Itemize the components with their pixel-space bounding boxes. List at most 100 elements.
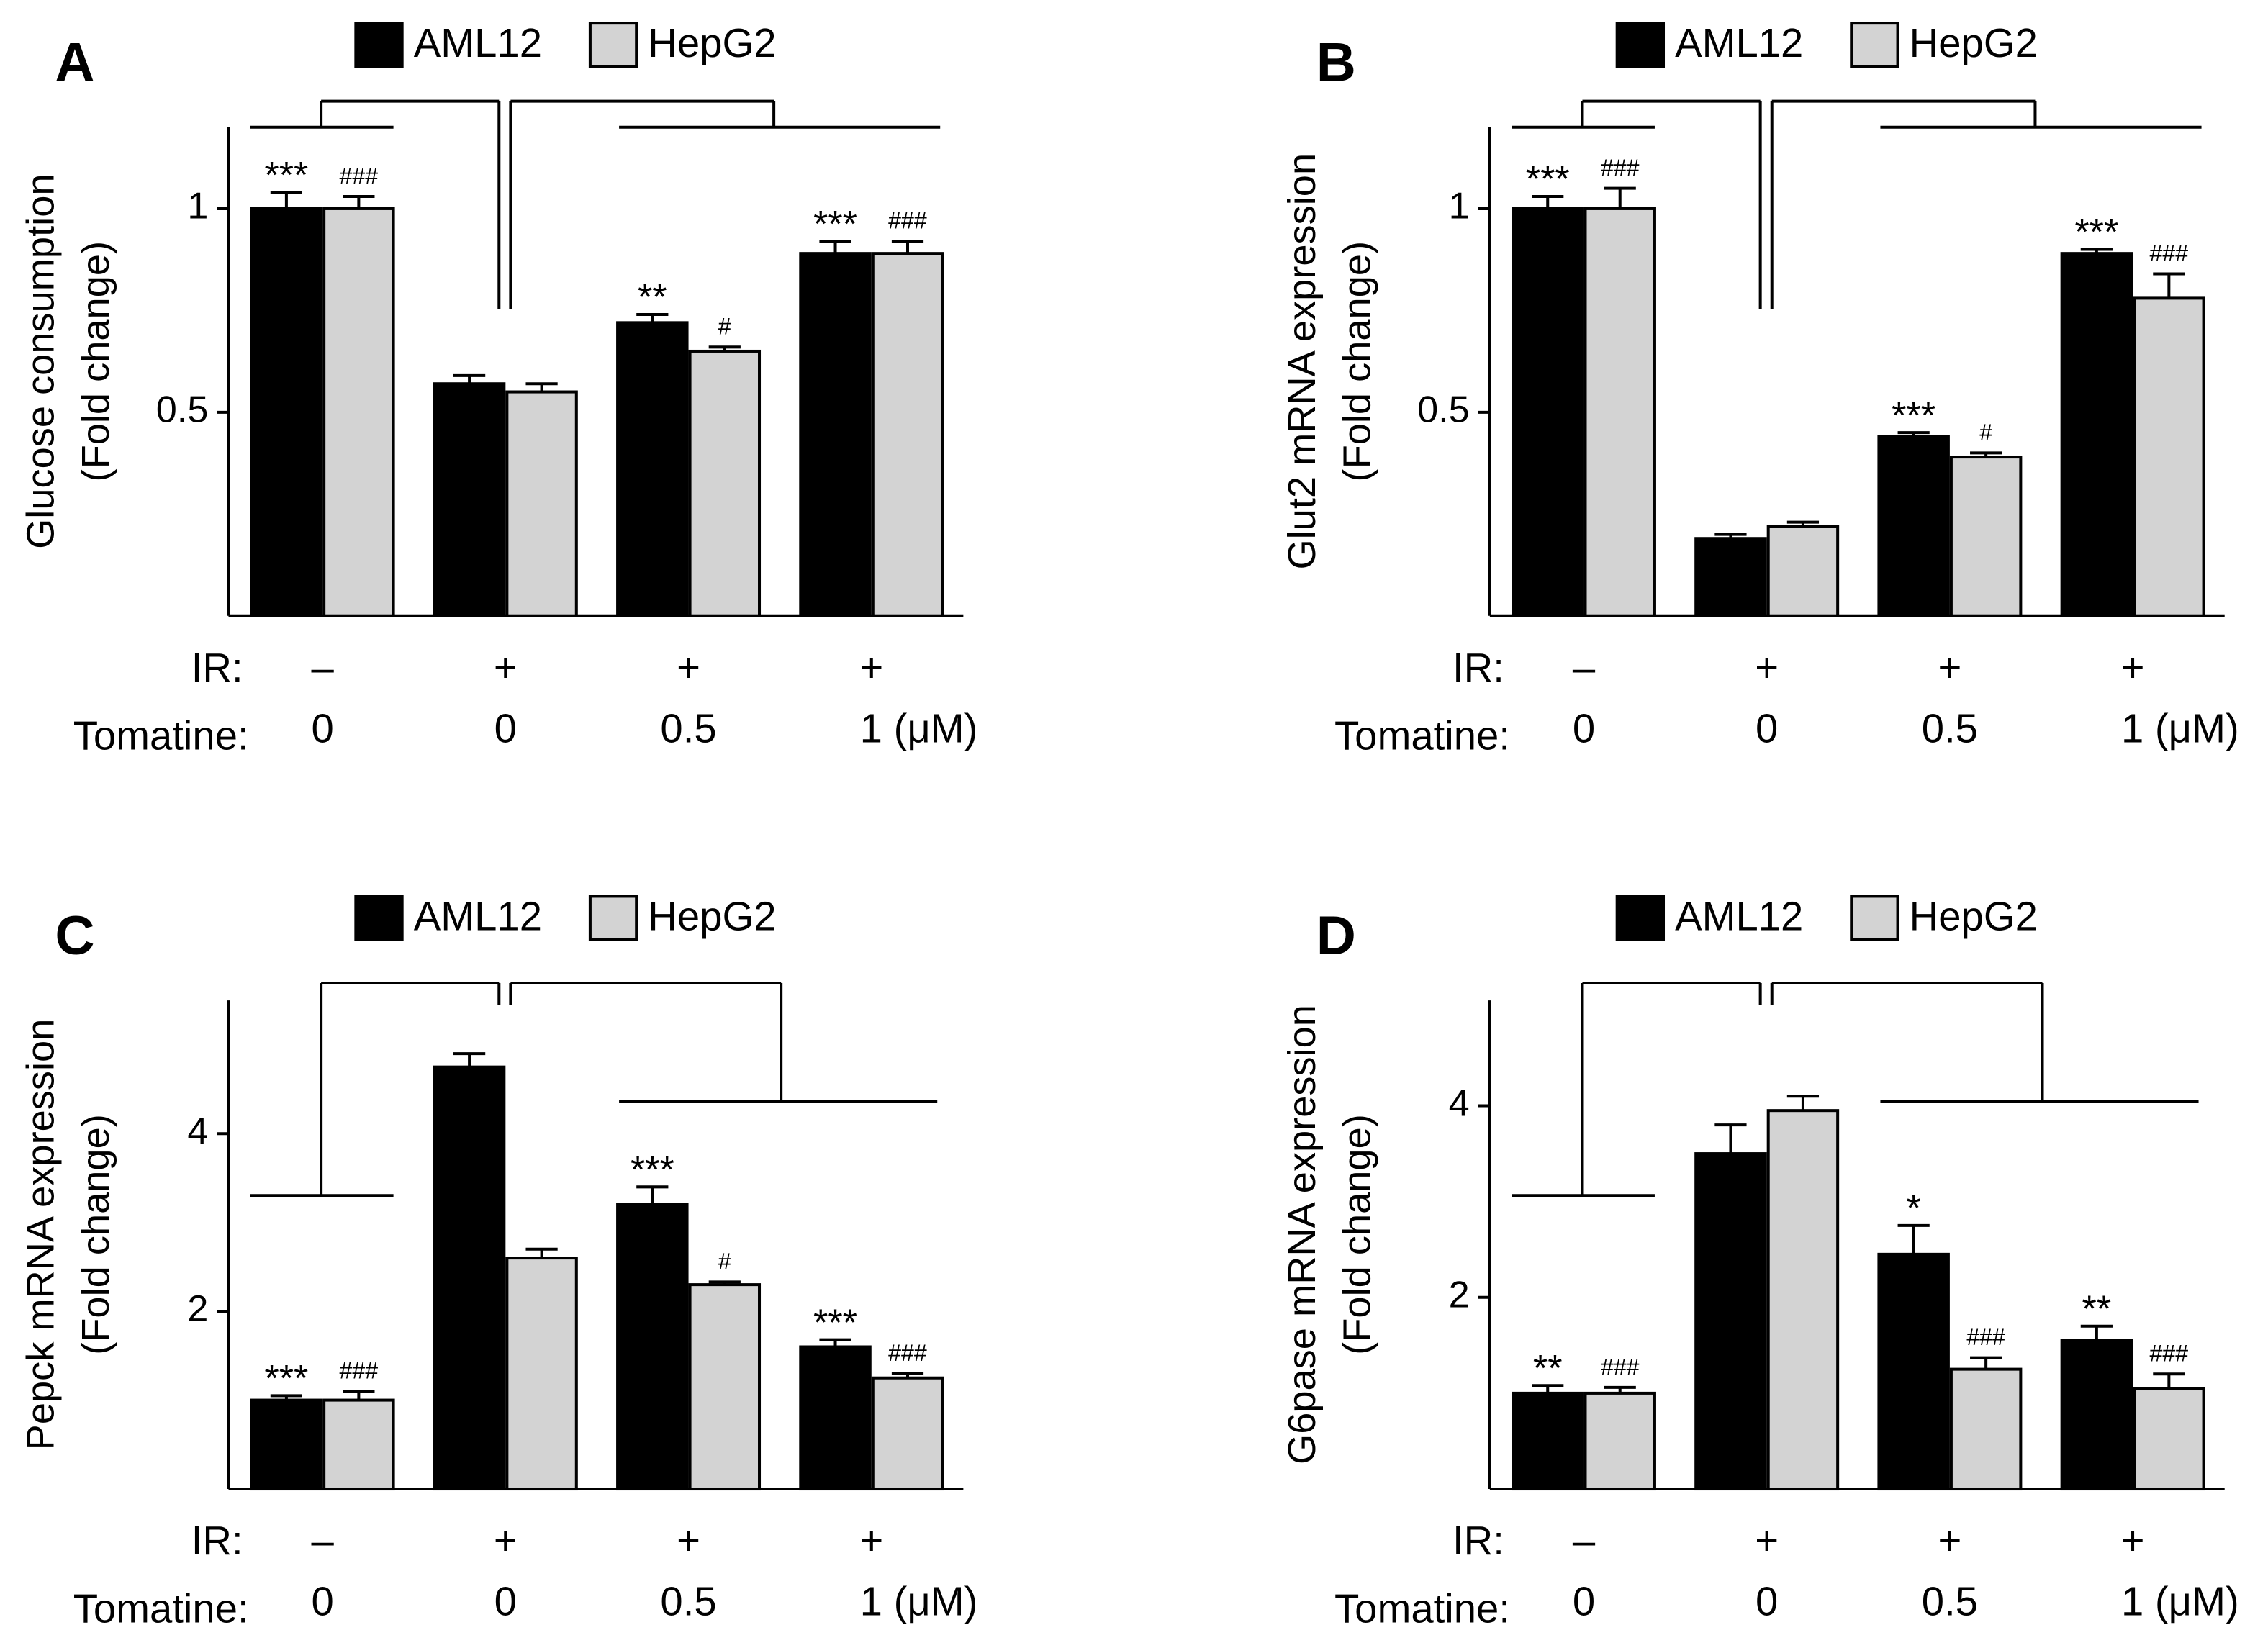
error-bar (1714, 533, 1747, 539)
ir-label: + (2121, 645, 2145, 690)
x-tick-label: 0.5 (660, 705, 716, 751)
error-bar (2080, 248, 2113, 254)
x-row-label: Tomatine: (1334, 1586, 1510, 1631)
bar (250, 1398, 323, 1491)
y-axis-label: Pepck mRNA expression (19, 1019, 63, 1451)
significance-label: ** (1533, 1348, 1563, 1390)
ir-label: + (1755, 1518, 1779, 1563)
bar (799, 252, 872, 617)
error-bar (891, 1372, 924, 1378)
error-bar (1970, 1356, 2002, 1369)
legend-swatch (1850, 895, 1899, 941)
ir-label: + (1938, 645, 1961, 690)
error-bar (636, 313, 669, 323)
significance-label: *** (2074, 212, 2118, 253)
bar (1877, 1252, 1950, 1491)
x-tick-label: 0 (311, 705, 333, 751)
x-row-label: IR: (191, 645, 243, 690)
panel: D AML12 HepG2 G6pase mRNA expression (Fold c… (1280, 893, 2239, 1631)
bar (505, 1257, 578, 1491)
significance-label: ### (340, 1358, 379, 1384)
significance-label: *** (1892, 395, 1935, 437)
bar (250, 207, 323, 617)
ir-label: + (677, 645, 700, 690)
bar (1877, 435, 1950, 617)
panel-label: B (1316, 32, 1356, 94)
legend-swatch (588, 22, 638, 68)
bar (1583, 1391, 1656, 1491)
x-row-label: IR: (1452, 1518, 1504, 1563)
x-row-label: Tomatine: (73, 1586, 249, 1631)
legend-swatch (588, 895, 638, 941)
significance-label: *** (264, 1358, 308, 1400)
x-tick-label: 1 (μM) (860, 1579, 978, 1624)
error-bar (2153, 272, 2185, 299)
error-bar (2153, 1372, 2185, 1389)
significance-label: *** (813, 204, 857, 245)
x-tick-label: 0 (494, 705, 517, 751)
y-tick-label: 4 (187, 1110, 208, 1152)
bar (2060, 1339, 2133, 1491)
bar (616, 321, 689, 617)
error-bar (891, 240, 924, 254)
panel: A AML12 HepG2 Glucose consumption (Fold chan… (19, 20, 978, 758)
bar (871, 252, 944, 617)
y-axis-label: Glut2 mRNA expression (1280, 153, 1324, 570)
significance-label: *** (813, 1302, 857, 1344)
x-tick-label: 1 (μM) (2121, 1579, 2239, 1624)
bar (1583, 207, 1656, 617)
significance-label: ** (638, 277, 667, 319)
bar (2060, 252, 2133, 617)
significance-label: ### (888, 208, 927, 234)
error-bar (1786, 1095, 1820, 1111)
error-bar (1786, 520, 1820, 527)
bar (1949, 1367, 2023, 1491)
bar (799, 1345, 872, 1491)
x-tick-label: 1 (μM) (860, 705, 978, 751)
ir-label: + (2121, 1518, 2145, 1563)
y-axis-label: (Fold change) (1335, 1114, 1378, 1355)
y-tick-label: 2 (1449, 1275, 1470, 1316)
legend-label: AML12 (414, 893, 542, 938)
bar (322, 207, 395, 617)
x-tick-label: 0.5 (1922, 705, 1978, 751)
y-tick-label: 4 (1449, 1082, 1470, 1124)
error-bar (270, 191, 302, 209)
bar (1694, 1152, 1767, 1491)
error-bar (708, 1280, 741, 1285)
significance-label: ### (1966, 1324, 2005, 1350)
ir-label: + (1755, 645, 1779, 690)
error-bar (453, 1052, 486, 1067)
ir-label: – (1573, 645, 1596, 690)
bar (616, 1203, 689, 1491)
significance-label: ** (2082, 1288, 2112, 1330)
error-bar (708, 345, 741, 351)
significance-label: ### (888, 1340, 927, 1366)
x-row-label: IR: (191, 1518, 243, 1563)
bar (1766, 1109, 1840, 1491)
ir-label: + (859, 1518, 883, 1563)
x-tick-label: 0 (1573, 1579, 1595, 1624)
error-bar (819, 240, 851, 254)
bar (433, 1065, 506, 1491)
error-bar (1532, 194, 1564, 209)
significance-label: ### (1601, 1354, 1640, 1380)
legend-swatch (354, 895, 404, 941)
significance-label: ### (2150, 1341, 2189, 1367)
error-bar (1970, 451, 2002, 458)
significance-label: ### (1601, 155, 1640, 181)
significance-label: ### (340, 163, 379, 189)
legend-label: AML12 (414, 20, 542, 65)
y-tick-label: 1 (187, 186, 208, 227)
error-bar (1714, 1123, 1747, 1154)
panel: C AML12 HepG2 Pepck mRNA expression (Fold ch… (19, 893, 978, 1631)
error-bar (1604, 1385, 1636, 1393)
y-axis-label: G6pase mRNA expression (1280, 1005, 1324, 1464)
bar (2133, 296, 2205, 617)
y-axis-label: (Fold change) (74, 1114, 117, 1355)
y-axis-label: (Fold change) (1335, 241, 1378, 482)
bar (322, 1398, 395, 1491)
x-tick-label: 1 (μM) (2121, 705, 2239, 751)
panel-label: C (55, 905, 94, 966)
